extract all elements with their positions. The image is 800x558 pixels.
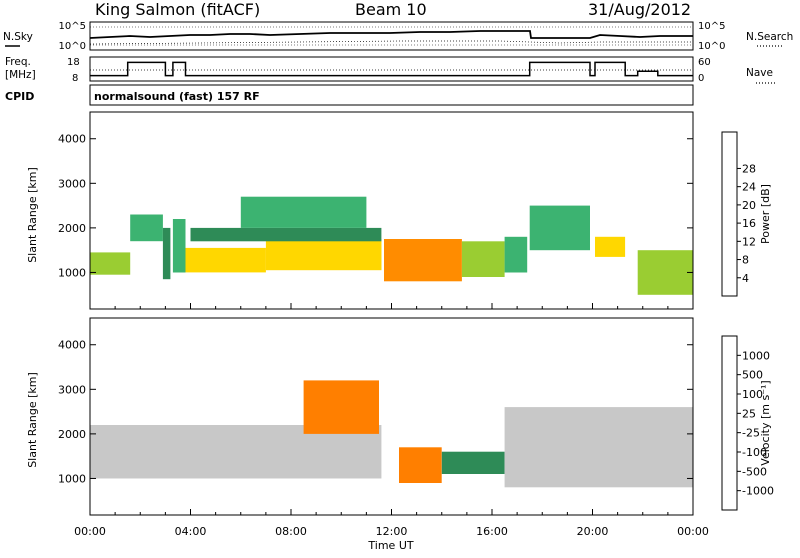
velocity-colorbar-label: 100 <box>742 388 763 401</box>
velocity-region-4 <box>504 407 693 488</box>
power-y-axis-label: Slant Range [km] <box>26 167 39 263</box>
velocity-range-label-4000: 4000 <box>58 339 86 352</box>
velocity-data <box>90 380 693 488</box>
cpid-label: CPID <box>5 90 34 103</box>
station-title: King Salmon (fitACF) <box>95 0 260 19</box>
power-region-10 <box>504 236 528 273</box>
power-colorbar-label: 28 <box>742 162 756 175</box>
freq-tick-bottom: 8 <box>72 73 78 84</box>
velocity-colorbar-label: -1000 <box>742 485 774 498</box>
date-title: 31/Aug/2012 <box>588 0 691 19</box>
power-region-11 <box>529 205 590 251</box>
power-data <box>90 196 693 295</box>
power-colorbar-label: 12 <box>742 235 756 248</box>
time-tick-label: 04:00 <box>175 525 207 538</box>
cpid-panel: CPID normalsound (fast) 157 RF <box>5 84 694 106</box>
nave-tick-top: 60 <box>698 57 711 68</box>
cpid-value: normalsound (fast) 157 RF <box>94 90 260 103</box>
time-tick-label: 12:00 <box>376 525 408 538</box>
velocity-colorbar-label: -100 <box>742 446 767 459</box>
nave-label: Nave <box>746 67 773 79</box>
power-region-9 <box>461 241 505 277</box>
time-axis-label: Time UT <box>367 539 413 552</box>
velocity-colorbar-label: 1000 <box>742 349 770 362</box>
noise-tick-left-bottom: 10^0 <box>59 41 86 52</box>
velocity-colorbar-label: -25 <box>742 427 760 440</box>
power-scale-label: Power [dB] <box>759 184 772 244</box>
velocity-axes: 1000 2000 3000 4000 <box>58 339 694 515</box>
velocity-range-label-1000: 1000 <box>58 472 86 485</box>
velocity-region-1 <box>303 380 379 434</box>
velocity-region-3 <box>441 451 505 474</box>
velocity-panel: 1000 2000 3000 4000 Slant Range [km] <box>26 317 694 516</box>
time-tick-label: 00:00 <box>677 525 709 538</box>
power-range-label-4000: 4000 <box>58 133 86 146</box>
noise-right-label: N.Search <box>746 31 793 43</box>
velocity-colorbar-label: 500 <box>742 369 763 382</box>
power-colorbar-label: 8 <box>742 254 749 267</box>
time-tick-label: 16:00 <box>476 525 508 538</box>
power-region-8 <box>384 239 462 282</box>
velocity-scale-label: Velocity [m s⁻¹] <box>759 380 772 465</box>
power-colorbar-label: 20 <box>742 199 756 212</box>
power-region-12 <box>595 236 626 257</box>
power-range-label-2000: 2000 <box>58 222 86 235</box>
velocity-region-2 <box>399 447 442 483</box>
power-region-5 <box>265 239 382 271</box>
noise-tick-right-bottom: 10^0 <box>698 41 725 52</box>
power-range-label-3000: 3000 <box>58 177 86 190</box>
noise-search-series <box>89 40 693 45</box>
freq-label-line1: Freq. <box>5 56 31 68</box>
beam-title: Beam 10 <box>355 0 427 19</box>
time-axis: 00:00 04:00 08:00 12:00 16:00 20:00 00:00 <box>74 525 709 538</box>
frequency-series <box>90 61 693 77</box>
noise-left-label: N.Sky <box>3 31 33 43</box>
velocity-y-axis-label: Slant Range [km] <box>26 372 39 468</box>
power-colorbar-label: 24 <box>742 181 756 194</box>
power-colorbar-label: 16 <box>742 217 756 230</box>
velocity-region-0 <box>90 425 382 479</box>
noise-panel: N.Sky 10^5 10^0 10^5 10^0 N.Search <box>3 21 793 52</box>
power-range-label-1000: 1000 <box>58 266 86 279</box>
power-region-1 <box>130 214 163 242</box>
power-region-7 <box>240 196 367 228</box>
time-tick-label: 20:00 <box>577 525 609 538</box>
power-colorbar-label: 4 <box>742 272 749 285</box>
freq-tick-top: 18 <box>67 57 80 68</box>
noise-tick-right-top: 10^5 <box>698 21 725 32</box>
velocity-colorbar-label: -500 <box>742 465 767 478</box>
noise-sky-series <box>89 30 693 39</box>
power-axes: 1000 2000 3000 4000 <box>58 133 694 309</box>
nave-tick-bottom: 0 <box>698 73 704 84</box>
power-region-4 <box>185 247 266 273</box>
power-region-0 <box>90 252 131 275</box>
power-region-13 <box>637 250 693 295</box>
power-region-2 <box>162 227 171 280</box>
time-tick-label: 00:00 <box>74 525 106 538</box>
power-panel: 1000 2000 3000 4000 Slant Range [km] <box>26 111 694 310</box>
power-region-6 <box>190 227 382 242</box>
velocity-range-label-3000: 3000 <box>58 383 86 396</box>
freq-label-line2: [MHz] <box>5 69 36 81</box>
noise-tick-left-top: 10^5 <box>59 21 86 32</box>
frequency-panel: Freq. [MHz] 18 8 60 0 Nave <box>5 56 775 84</box>
time-tick-label: 08:00 <box>275 525 307 538</box>
power-region-3 <box>172 219 186 273</box>
power-colorbar: 4 8 12 16 20 24 28 Power [dB] <box>721 131 772 297</box>
velocity-range-label-2000: 2000 <box>58 428 86 441</box>
velocity-colorbar-label: 25 <box>742 407 756 420</box>
velocity-colorbar: 1000 500 100 25 -25 -100 -500 -1000 Velocity [m… <box>721 335 774 511</box>
